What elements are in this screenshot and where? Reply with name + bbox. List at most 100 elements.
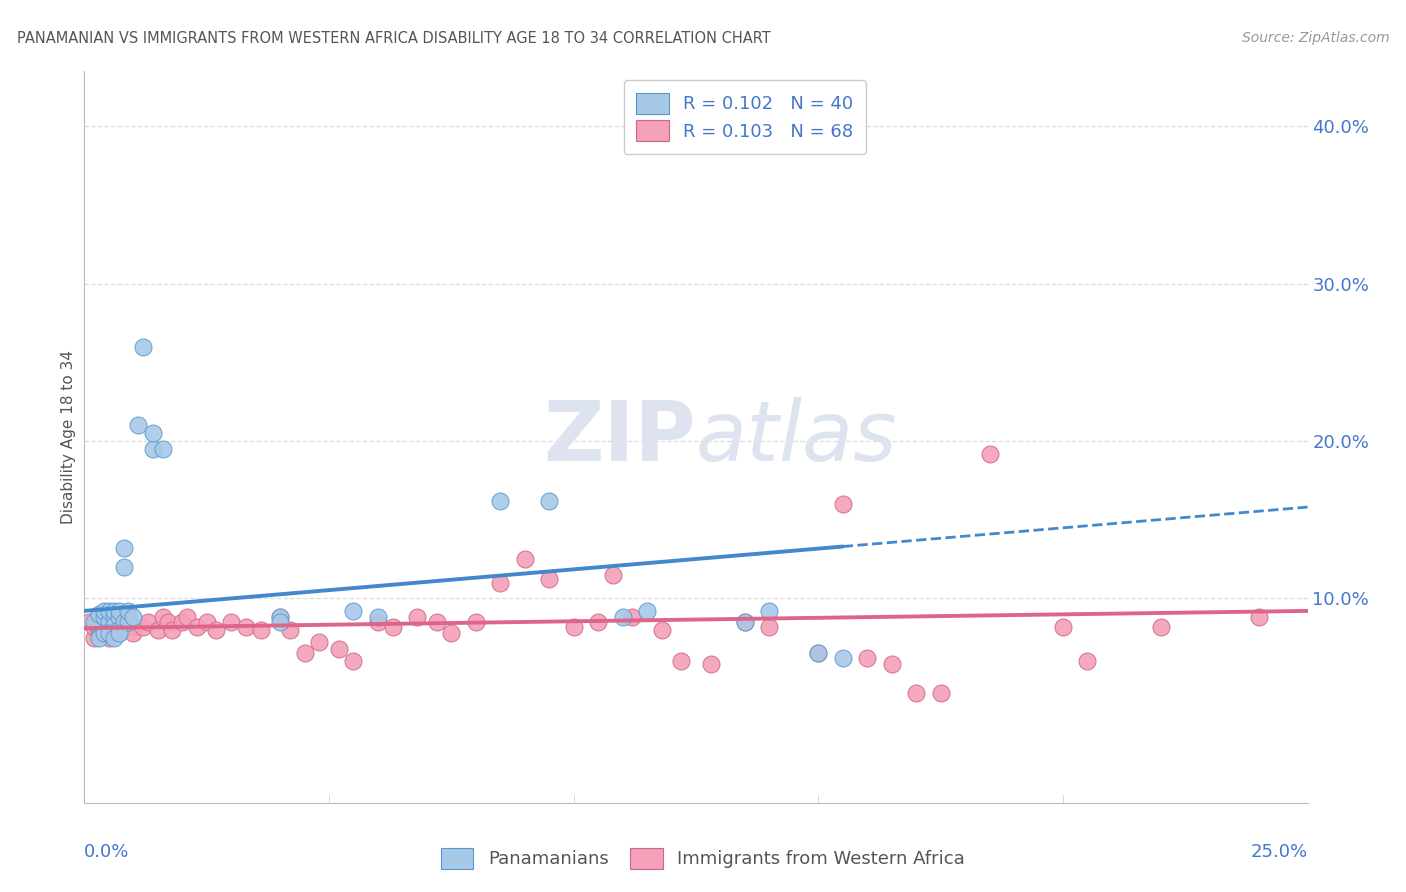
Point bbox=[77, 615, 100, 629]
Point bbox=[342, 654, 364, 668]
Point bbox=[156, 615, 179, 629]
Point bbox=[562, 619, 585, 633]
Point bbox=[235, 619, 257, 633]
Point bbox=[136, 615, 159, 629]
Point bbox=[107, 619, 129, 633]
Point bbox=[176, 610, 198, 624]
Point bbox=[929, 686, 952, 700]
Point bbox=[87, 619, 110, 633]
Point bbox=[489, 575, 512, 590]
Point bbox=[87, 607, 110, 621]
Point bbox=[831, 497, 853, 511]
Point bbox=[117, 604, 139, 618]
Point bbox=[186, 619, 208, 633]
Point bbox=[219, 615, 242, 629]
Point bbox=[1076, 654, 1098, 668]
Point bbox=[807, 646, 830, 660]
Point bbox=[127, 418, 149, 433]
Point bbox=[367, 615, 389, 629]
Point bbox=[87, 631, 110, 645]
Point bbox=[249, 623, 271, 637]
Point bbox=[1052, 619, 1074, 633]
Point bbox=[758, 604, 780, 618]
Text: atlas: atlas bbox=[696, 397, 897, 477]
Point bbox=[621, 610, 644, 624]
Point bbox=[172, 615, 194, 629]
Point bbox=[699, 657, 721, 672]
Point bbox=[112, 615, 135, 629]
Point bbox=[367, 610, 389, 624]
Point bbox=[117, 619, 139, 633]
Point bbox=[1247, 610, 1270, 624]
Point bbox=[112, 559, 135, 574]
Text: PANAMANIAN VS IMMIGRANTS FROM WESTERN AFRICA DISABILITY AGE 18 TO 34 CORRELATION: PANAMANIAN VS IMMIGRANTS FROM WESTERN AF… bbox=[17, 31, 770, 46]
Y-axis label: Disability Age 18 to 34: Disability Age 18 to 34 bbox=[60, 350, 76, 524]
Legend: R = 0.102   N = 40, R = 0.103   N = 68: R = 0.102 N = 40, R = 0.103 N = 68 bbox=[624, 80, 866, 153]
Point bbox=[112, 607, 135, 621]
Point bbox=[856, 651, 879, 665]
Point bbox=[112, 615, 135, 629]
Point bbox=[107, 610, 129, 624]
Point bbox=[112, 541, 135, 555]
Point bbox=[734, 615, 756, 629]
Point bbox=[107, 626, 129, 640]
Point bbox=[426, 615, 449, 629]
Point bbox=[122, 610, 145, 624]
Point bbox=[602, 567, 624, 582]
Point bbox=[440, 626, 463, 640]
Point bbox=[152, 442, 174, 456]
Point bbox=[107, 604, 129, 618]
Point bbox=[132, 340, 155, 354]
Point bbox=[103, 610, 125, 624]
Point bbox=[308, 635, 330, 649]
Point bbox=[93, 615, 115, 629]
Point bbox=[93, 610, 115, 624]
Point bbox=[97, 604, 120, 618]
Point bbox=[97, 631, 120, 645]
Point bbox=[612, 610, 634, 624]
Point bbox=[87, 626, 110, 640]
Point bbox=[342, 604, 364, 618]
Point bbox=[269, 615, 291, 629]
Point bbox=[83, 615, 105, 629]
Point bbox=[93, 610, 115, 624]
Point bbox=[294, 646, 316, 660]
Point bbox=[83, 619, 105, 633]
Point bbox=[162, 623, 184, 637]
Point bbox=[328, 641, 350, 656]
Text: Source: ZipAtlas.com: Source: ZipAtlas.com bbox=[1241, 31, 1389, 45]
Point bbox=[1150, 619, 1173, 633]
Point bbox=[269, 610, 291, 624]
Point bbox=[671, 654, 693, 668]
Legend: Panamanians, Immigrants from Western Africa: Panamanians, Immigrants from Western Afr… bbox=[433, 840, 973, 876]
Point bbox=[205, 623, 228, 637]
Point bbox=[122, 619, 145, 633]
Point bbox=[905, 686, 928, 700]
Point bbox=[880, 657, 903, 672]
Point bbox=[103, 623, 125, 637]
Point bbox=[103, 604, 125, 618]
Point bbox=[97, 619, 120, 633]
Text: ZIP: ZIP bbox=[544, 397, 696, 477]
Point bbox=[513, 552, 536, 566]
Point bbox=[97, 626, 120, 640]
Point bbox=[107, 626, 129, 640]
Point bbox=[636, 604, 658, 618]
Point bbox=[146, 623, 169, 637]
Point bbox=[107, 610, 129, 624]
Point bbox=[807, 646, 830, 660]
Point bbox=[103, 618, 125, 632]
Point bbox=[103, 631, 125, 645]
Point bbox=[93, 623, 115, 637]
Point bbox=[586, 615, 609, 629]
Point bbox=[117, 610, 139, 624]
Point bbox=[538, 573, 561, 587]
Point bbox=[83, 631, 105, 645]
Point bbox=[381, 619, 404, 633]
Point bbox=[406, 610, 429, 624]
Point bbox=[122, 626, 145, 640]
Point bbox=[538, 493, 561, 508]
Point bbox=[464, 615, 486, 629]
Point bbox=[278, 623, 301, 637]
Point bbox=[117, 615, 139, 629]
